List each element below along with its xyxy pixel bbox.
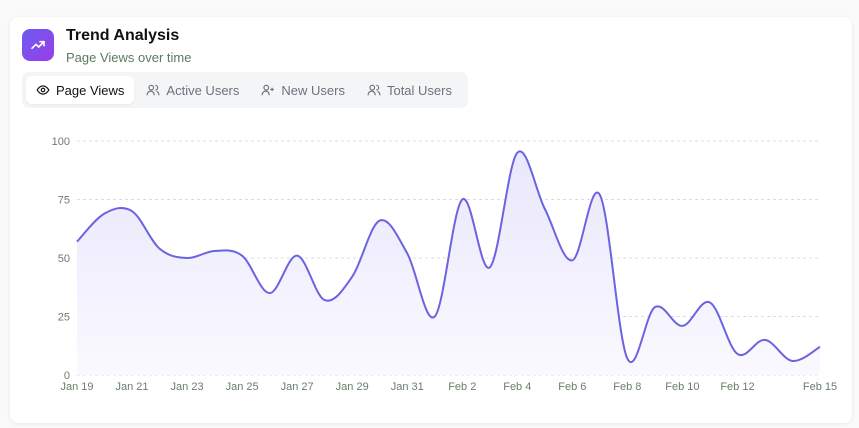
x-tick-label: Jan 29 <box>336 381 369 393</box>
card-title: Trend Analysis <box>66 27 180 44</box>
y-tick-label: 0 <box>64 370 70 382</box>
tab-new-users[interactable]: New Users <box>251 76 355 104</box>
chart-line <box>76 150 821 363</box>
x-tick-label: Feb 10 <box>665 381 699 393</box>
x-tick-label: Jan 27 <box>281 381 314 393</box>
x-tick-label: Jan 31 <box>391 381 424 393</box>
x-tick-label: Feb 8 <box>613 381 641 393</box>
tab-label: Page Views <box>56 82 125 98</box>
y-tick-label: 25 <box>58 312 70 324</box>
tab-page-views[interactable]: Page Views <box>26 76 135 104</box>
tab-label: New Users <box>281 82 345 98</box>
tab-active-users[interactable]: Active Users <box>136 76 249 104</box>
x-tick-label: Jan 25 <box>226 381 259 393</box>
x-axis: Jan 19 Jan 21 Jan 23 Jan 25 Jan 27 Jan 29 Jan … <box>60 381 837 393</box>
y-axis: 0 25 50 75 100 <box>52 136 70 382</box>
x-tick-label: Feb 4 <box>503 381 531 393</box>
y-tick-label: 75 <box>58 195 70 207</box>
card-subtitle: Page Views over time <box>66 50 192 65</box>
y-tick-label: 100 <box>52 136 70 148</box>
user-plus-icon <box>261 84 275 96</box>
x-tick-label: Jan 19 <box>60 381 93 393</box>
users-icon <box>147 84 160 96</box>
users-icon <box>367 84 381 96</box>
x-tick-label: Jan 23 <box>171 381 204 393</box>
metric-tabs: Page Views Active Users New Users Total … <box>22 72 468 108</box>
x-tick-label: Feb 15 <box>803 381 837 393</box>
x-tick-label: Feb 2 <box>448 381 476 393</box>
card-header: Trend Analysis Page Views over time <box>22 27 192 66</box>
y-tick-label: 50 <box>58 253 70 265</box>
x-tick-label: Jan 21 <box>116 381 149 393</box>
tab-label: Total Users <box>386 82 452 98</box>
tab-total-users[interactable]: Total Users <box>357 76 462 104</box>
x-tick-label: Feb 12 <box>720 381 754 393</box>
eye-icon <box>36 85 50 95</box>
x-tick-label: Feb 6 <box>558 381 586 393</box>
tab-label: Active Users <box>166 82 240 98</box>
trending-up-icon <box>22 29 54 61</box>
